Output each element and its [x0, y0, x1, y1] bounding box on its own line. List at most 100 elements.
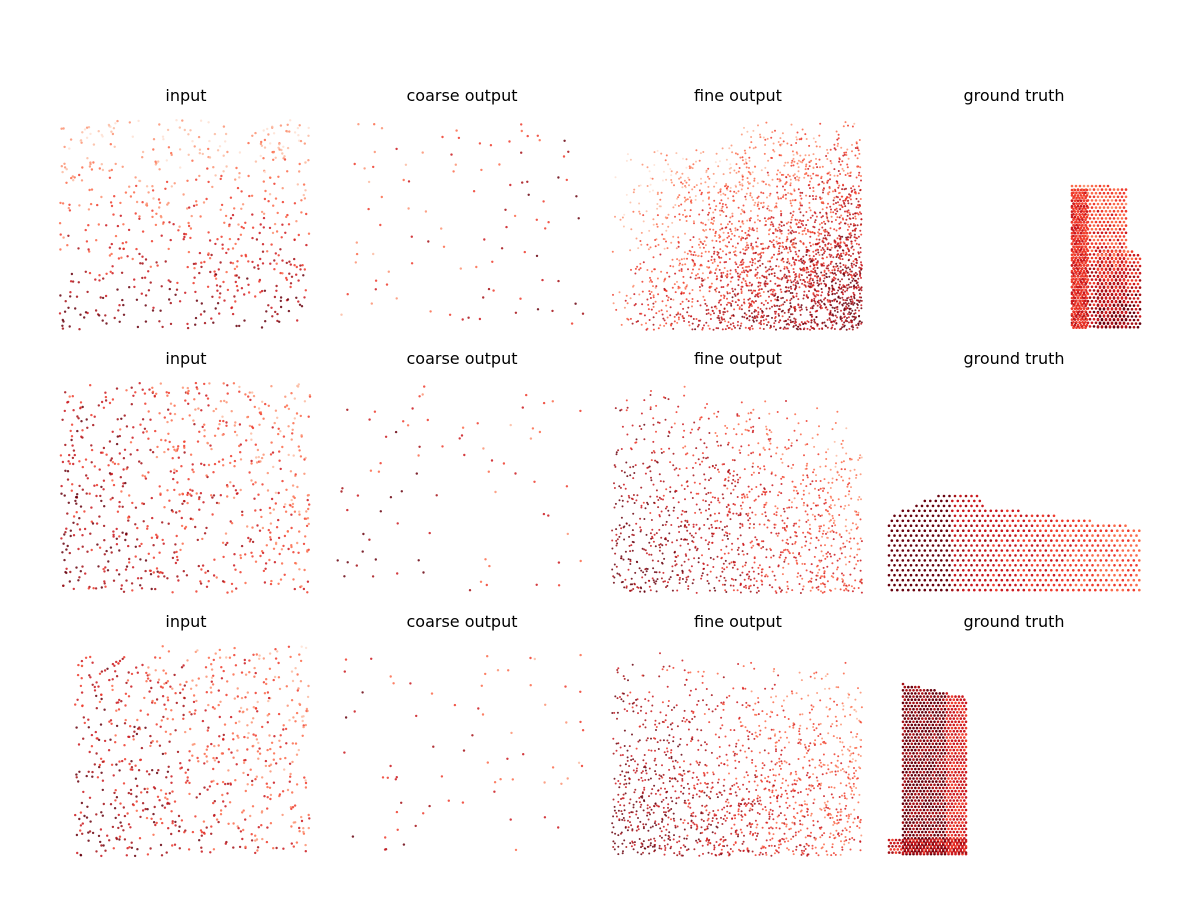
scatter-point [71, 395, 75, 398]
scatter-point [235, 492, 239, 495]
scatter-point [68, 147, 71, 150]
scatter-point [64, 469, 67, 472]
scatter-point [302, 183, 306, 186]
scatter-point [700, 177, 702, 180]
scatter-point [812, 225, 815, 228]
scatter-point [788, 175, 791, 178]
scatter-point [821, 208, 824, 211]
scatter-point [638, 184, 640, 187]
scatter-point [735, 263, 738, 266]
scatter-point [800, 222, 803, 225]
scatter-point [845, 328, 848, 331]
scatter-point [636, 265, 639, 268]
scatter-point [831, 293, 834, 296]
scatter-point [131, 436, 134, 439]
scatter-point [743, 312, 746, 315]
scatter-point [1098, 191, 1102, 195]
scatter-point [802, 219, 805, 222]
scatter-point [741, 159, 744, 162]
scatter-point [205, 526, 208, 530]
scatter-point [130, 403, 133, 406]
scatter-point [1085, 253, 1089, 257]
scatter-point [1132, 325, 1136, 329]
scatter-point [752, 319, 755, 322]
scatter-point [1132, 297, 1136, 300]
scatter-point [1116, 282, 1120, 286]
scatter-point [858, 256, 861, 259]
scatter-point [127, 544, 130, 548]
scatter-point [150, 240, 154, 243]
scatter-point [776, 285, 779, 287]
scatter-point [1122, 257, 1126, 261]
scatter-point [1082, 184, 1086, 188]
scatter-point [1078, 207, 1081, 211]
scatter-point [783, 248, 786, 251]
scatter-point [173, 551, 176, 554]
scatter-point [202, 501, 205, 504]
scatter-point [799, 194, 802, 197]
scatter-point [1102, 322, 1106, 325]
scatter-point [777, 250, 780, 253]
scatter-point [109, 546, 113, 549]
scatter-point [264, 567, 267, 570]
scatter-point [844, 244, 847, 247]
scatter-point [269, 176, 272, 179]
scatter-point [198, 251, 202, 255]
scatter-point [714, 232, 717, 235]
scatter-point [141, 276, 144, 280]
scatter-point [269, 522, 273, 525]
scatter-point [59, 248, 62, 251]
scatter-point [853, 122, 856, 125]
scatter-point [287, 309, 291, 313]
scatter-point [836, 249, 839, 252]
scatter-point [1084, 223, 1087, 227]
scatter-point [799, 191, 802, 194]
scatter-point [195, 178, 198, 181]
scatter-point [1072, 196, 1075, 200]
scatter-point [811, 195, 814, 197]
scatter-point [1122, 250, 1126, 253]
scatter-point [781, 309, 784, 312]
scatter-point [831, 271, 834, 274]
scatter-point [732, 325, 735, 327]
scatter-point [68, 325, 71, 328]
scatter-point [764, 223, 767, 226]
scatter-point [832, 211, 835, 214]
scatter-point [645, 322, 647, 325]
scatter-point [1073, 312, 1077, 316]
scatter-point [194, 408, 197, 411]
scatter-point [771, 305, 773, 308]
scatter-point [847, 236, 849, 239]
scatter-point [174, 293, 177, 296]
scatter-point [266, 471, 269, 475]
scatter-point [454, 163, 457, 166]
scatter-point [853, 273, 856, 276]
scatter-point [805, 163, 808, 166]
scatter-point [192, 262, 196, 266]
scatter-point [121, 165, 124, 168]
scatter-point [805, 233, 807, 235]
scatter-point [219, 177, 222, 181]
scatter-point [250, 194, 254, 197]
scatter-point [115, 442, 119, 446]
scatter-point [187, 402, 190, 405]
scatter-point [812, 243, 815, 246]
scatter-point [844, 121, 847, 124]
scatter-point [241, 203, 245, 206]
scatter-point [787, 318, 790, 321]
scatter-point [1075, 213, 1078, 216]
scatter-point [199, 313, 203, 316]
scatter-point [102, 567, 105, 571]
scatter-point [725, 206, 728, 209]
scatter-point [1075, 250, 1078, 254]
scatter-point [828, 234, 831, 237]
scatter-point [173, 412, 177, 416]
scatter-point [1094, 271, 1098, 274]
scatter-point [813, 320, 816, 323]
scatter-point [780, 291, 783, 293]
scatter-point [237, 276, 241, 279]
scatter-point [167, 522, 170, 525]
scatter-point [823, 269, 826, 272]
scatter-point [738, 220, 740, 223]
scatter-point [68, 551, 72, 555]
